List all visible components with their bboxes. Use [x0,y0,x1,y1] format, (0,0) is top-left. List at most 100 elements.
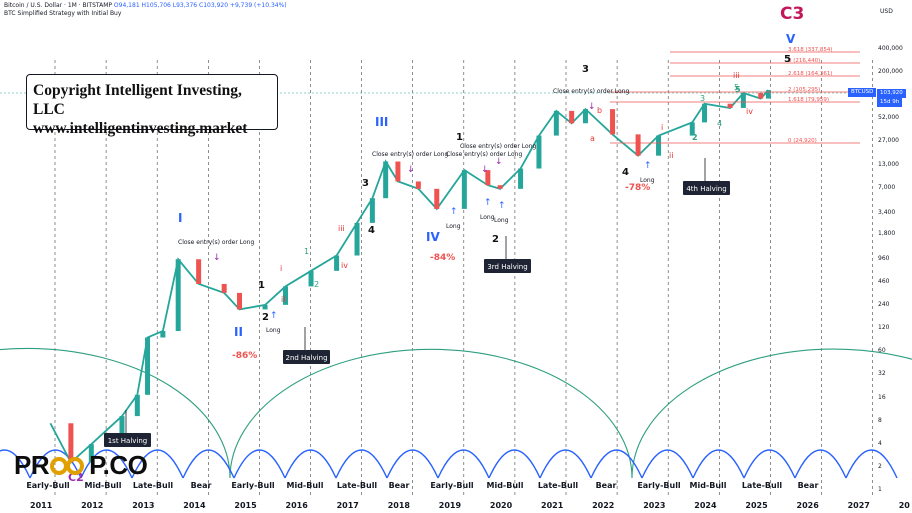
year-tick-label: 2018 [388,501,411,510]
phase-arc [488,449,541,479]
price-candle [395,161,401,182]
cycle-label: Bear [191,481,212,490]
price-candle [740,92,746,108]
entry-arrow-icon: ↑ [450,207,458,217]
year-tick-label: 2013 [132,501,154,510]
price-candle [308,270,314,287]
year-tick-label: 2022 [592,501,614,510]
phase-arc [233,449,286,479]
long-label: Long [494,217,509,224]
wave-label: 2 [262,312,269,323]
year-tick-label: 2021 [541,501,564,510]
fib-label: 3 (216,440) [788,58,820,64]
year-tick-label: 2024 [694,501,717,510]
cycle-label: Mid-Bull [84,481,121,490]
close-entry-label: Close entry(s) order Long [178,239,254,246]
price-candle [262,304,268,310]
price-candle [610,109,616,135]
fib-label: 0 (24,920) [788,138,817,144]
year-tick-label: 2012 [81,501,103,510]
minor-wave-label: iii [733,71,740,80]
cycle-label: Early-Bull [430,481,474,490]
logo: PR P.CO [14,450,148,481]
price-candle [569,110,575,124]
price-candle [727,103,733,108]
price-candle [145,337,151,395]
year-tick-label: 2026 [797,501,820,510]
cycle-label: Early-Bull [231,481,275,490]
cycle-label: Mid-Bull [286,481,323,490]
close-entry-label: Close entry(s) order Long [372,151,448,158]
year-tick-label: 20 [899,501,911,510]
phase-arc [743,449,796,479]
halving-box [283,350,330,364]
phase-arc [131,449,184,479]
halving-box [683,181,730,195]
strategy-label: BTC Simplified Strategy with Initial Buy [4,10,122,17]
price-candle [497,185,503,189]
phase-arc [641,449,694,479]
phase-arc [437,449,490,479]
currency-label: USD [880,8,893,15]
close-entry-label: Close entry(s) order Long [460,143,536,150]
copyright-line1: Copyright Intelligent Investing, LLC [33,82,242,118]
minor-wave-label: 5 [734,83,739,92]
halving-label: 1st Halving [108,437,148,445]
cycle-label: Bear [798,481,819,490]
price-candle [196,259,202,284]
year-tick-label: 2023 [643,501,665,510]
countdown-badge: 15d 9h [877,98,903,107]
phase-arc [692,449,745,479]
wave-degree-label: V [786,32,796,46]
price-candle [536,135,542,169]
exit-arrow-icon: ↓ [588,102,596,112]
wave-degree-label: I [178,211,182,225]
wave-degree-label: III [375,115,388,129]
minor-wave-label: ii [669,151,673,160]
wave-label: 5 [735,85,741,94]
price-candle [283,286,288,305]
price-candle [415,181,421,189]
year-tick-label: 2017 [337,501,359,510]
wave-degree-label: C3 [780,4,804,24]
drawdown-label: -84% [430,253,455,263]
price-tick-label: 2 [878,463,882,470]
long-label: Long [480,214,495,221]
price-tick-label: 240 [878,301,890,308]
minor-wave-label: 2 [314,280,319,289]
symbol-badge: BTCUSD [848,88,877,97]
price-tick-label: 32 [878,370,886,377]
wave-label: 2 [692,133,698,142]
phase-arc [539,449,592,479]
halving-box [484,259,531,273]
price-candle [354,222,360,256]
price-tick-label: 52,000 [878,114,899,121]
price-candle [635,134,641,156]
wave-label: 3 [582,64,589,75]
price-candle [237,292,243,310]
wave-label: 5 [784,54,791,65]
price-candle [461,170,467,209]
price-candle [434,188,440,209]
entry-arrow-icon: ↑ [498,201,506,211]
close-entry-label: Close entry(s) order Long [553,88,629,95]
cycle-arc [0,347,231,479]
phase-arc [335,449,388,479]
minor-wave-label: i [280,264,282,273]
phase-arc [845,449,898,479]
fib-label: 2.618 (164,361) [788,71,833,77]
year-tick-label: 2011 [30,501,53,510]
price-tick-label: 1 [878,486,882,493]
long-label: Long [266,327,281,334]
minor-wave-label: a [590,134,595,143]
wave-degree-label: II [234,325,243,339]
price-candle [68,423,74,463]
long-label: Long [446,223,461,230]
price-candle [758,92,764,99]
minor-wave-label: iv [341,261,348,270]
price-candle [383,161,389,199]
price-candle [369,198,375,223]
year-tick-label: 2015 [234,501,257,510]
year-tick-label: 2016 [286,501,309,510]
